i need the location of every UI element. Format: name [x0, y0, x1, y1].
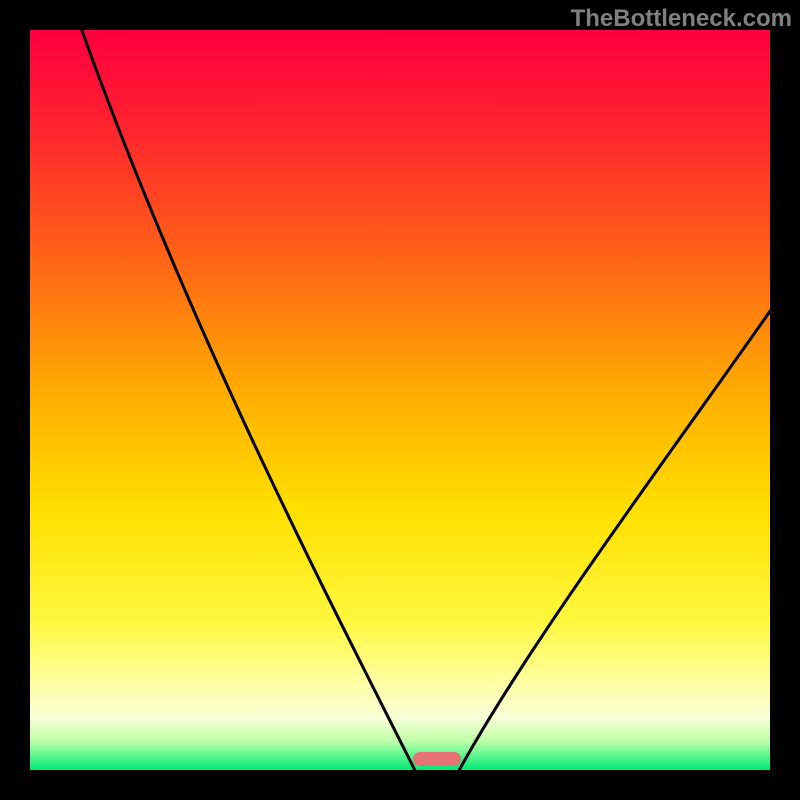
watermark-text: TheBottleneck.com	[571, 5, 792, 33]
curve-path	[82, 30, 770, 770]
bottleneck-curve	[30, 30, 770, 770]
plot-area	[30, 30, 770, 770]
chart-container: TheBottleneck.com	[0, 0, 800, 800]
optimal-point-marker	[413, 752, 461, 766]
